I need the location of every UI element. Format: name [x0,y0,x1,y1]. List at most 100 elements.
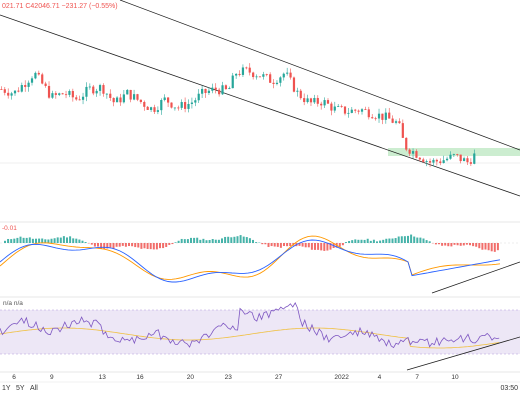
range-button-5y[interactable]: 5Y [16,385,25,392]
candle-body-51 [173,107,177,109]
macd-hist-124 [388,238,391,243]
macd-hist-87 [273,243,276,247]
macd-hist-63 [199,239,202,243]
candle-body-31 [105,93,108,95]
macd-hist-20 [66,237,68,243]
macd-hist-51 [162,243,165,249]
candle-body-82 [279,77,282,83]
candle-body-74 [252,72,255,78]
macd-hist-119 [372,239,375,243]
candle-body-49 [166,97,170,103]
candle-body-85 [289,72,292,78]
candle-body-59 [201,88,204,94]
candle-body-81 [275,82,279,84]
macd-hist-122 [382,239,385,243]
candle-body-124 [422,159,425,162]
ohlc-header: 021.71 C42046.71 −231.27 (−0.55%) [2,3,118,10]
range-button-all[interactable]: All [30,385,38,392]
candle-body-41 [139,99,142,103]
macd-hist-116 [363,239,366,243]
macd-hist-117 [366,238,369,243]
candle-body-114 [388,112,391,119]
macd-pane [0,221,520,294]
candle-body-139 [473,153,476,164]
candle-body-18 [61,93,64,95]
rsi-value-label: n/a n/a [3,300,23,307]
macd-hist-3 [13,238,16,243]
macd-hist-113 [354,239,357,243]
candle-body-45 [153,107,156,112]
candle-body-100 [340,106,343,108]
candle-body-72 [245,67,248,69]
macd-hist-79 [248,238,251,243]
candle-body-98 [333,106,336,111]
macd-hist-59 [186,239,189,243]
range-button-1y[interactable]: 1Y [2,385,11,392]
candle-body-67 [228,88,231,90]
macd-hist-120 [376,241,378,243]
macd-hist-114 [357,239,360,243]
candle-body-56 [190,102,194,104]
candle-body-32 [109,93,112,98]
candle-body-27 [92,86,95,94]
candle-body-22 [75,97,78,100]
macd-hist-97 [304,243,307,248]
candle-body-88 [299,90,302,99]
candle-body-4 [13,90,17,94]
x-axis: 6 9 13 16 20 23 27 2022 4 7 10 [0,371,520,383]
candle-body-47 [160,100,163,111]
candle-body-3 [10,93,13,96]
macd-hist-147 [459,243,462,246]
macd-hist-30 [97,243,99,247]
candle-body-64 [218,89,221,95]
candle-body-90 [306,98,309,103]
channel-lower-line [0,14,520,197]
macd-hist-7 [25,237,28,243]
macd-hist-52 [165,243,168,247]
candle-body-15 [51,93,54,98]
macd-hist-105 [329,243,332,250]
macd-hist-100 [314,243,316,250]
macd-hist-155 [484,243,487,250]
macd-hist-133 [416,237,419,243]
candle-body-60 [204,88,207,93]
candle-body-86 [292,77,296,92]
candle-body-48 [163,97,166,101]
candle-body-5 [17,90,20,92]
x-tick-label-4: 20 [187,374,195,381]
macd-value-label: -0.01 [2,225,17,232]
macd-hist-42 [134,243,137,248]
candle-body-24 [81,96,85,100]
macd-hist-95 [298,243,301,246]
macd-hist-146 [456,243,459,246]
candle-body-28 [95,90,98,94]
candle-body-130 [442,160,445,164]
macd-hist-156 [487,243,490,251]
macd-hist-85 [267,243,270,247]
candle-body-115 [391,118,394,123]
candle-body-53 [180,102,183,108]
macd-hist-24 [78,239,81,243]
candle-body-35 [119,97,122,103]
macd-hist-47 [149,243,152,250]
macd-hist-149 [465,243,468,245]
macd-hist-31 [100,243,103,249]
candle-body-78 [265,74,268,76]
macd-hist-68 [214,239,217,243]
candle-body-84 [286,72,289,74]
candle-body-14 [47,85,51,98]
rsi-divergence-line [406,336,520,371]
macd-hist-153 [478,243,481,249]
candle-body-94 [320,103,323,106]
macd-hist-11 [38,238,41,243]
candle-body-58 [197,93,200,101]
macd-line [0,239,501,283]
macd-hist-8 [28,237,31,243]
candle-body-76 [258,76,262,78]
macd-hist-54 [171,243,174,245]
macd-hist-13 [44,239,47,243]
macd-hist-80 [252,239,254,243]
macd-hist-53 [168,243,171,245]
